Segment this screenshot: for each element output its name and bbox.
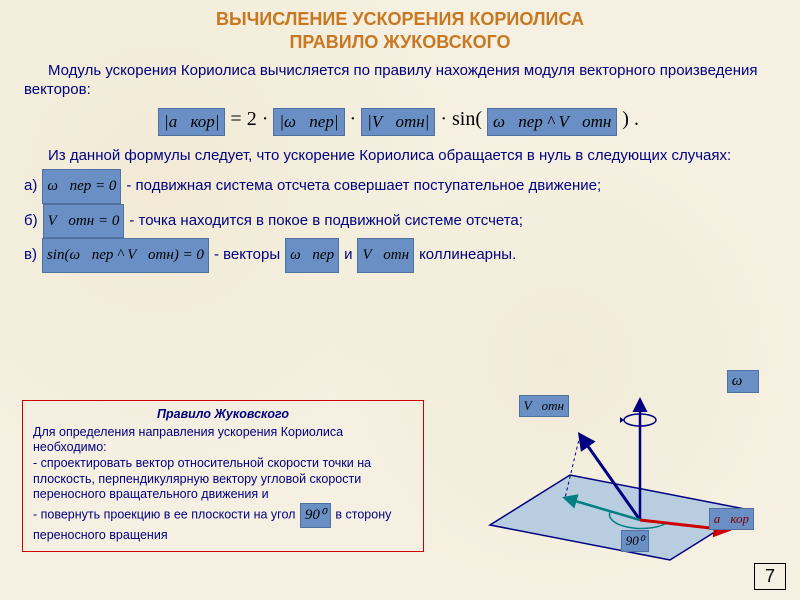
page-number: 7 (754, 563, 786, 590)
case-b-label: б) (24, 207, 38, 236)
case-a-formula: ω⃗пер = 0 (42, 169, 121, 204)
rule-title: Правило Жуковского (33, 407, 413, 423)
formula-arg: ω⃗пер ^ V⃗отн (487, 108, 617, 136)
a-kor-label-box: a⃗кор (709, 508, 754, 530)
omega-label-box: ω⃗ (727, 370, 759, 393)
case-a-label: а) (24, 172, 37, 201)
case-c-label: в) (24, 241, 37, 270)
title-line-2: ПРАВИЛО ЖУКОВСКОГО (289, 32, 510, 52)
formula-v: |V⃗отн| (361, 108, 435, 136)
main-formula: |a⃗кор| = 2 · |ω⃗пер| · |V⃗отн| · sin( ω… (0, 108, 800, 136)
case-c-text2: и (344, 241, 352, 270)
angle-label-box: 90⁰ (621, 530, 649, 552)
slide-title: ВЫЧИСЛЕНИЕ УСКОРЕНИЯ КОРИОЛИСА ПРАВИЛО Ж… (0, 0, 800, 55)
case-c-text1: - векторы (214, 241, 280, 270)
title-line-1: ВЫЧИСЛЕНИЕ УСКОРЕНИЯ КОРИОЛИСА (216, 9, 584, 29)
zhukovsky-rule-box: Правило Жуковского Для определения напра… (22, 400, 424, 552)
formula-lhs: |a⃗кор| (158, 108, 225, 136)
formula-dot2: · sin( (436, 108, 486, 136)
case-a-text: - подвижная система отсчета совершает по… (126, 172, 601, 201)
rule-line-2: - спроектировать вектор относительной ск… (33, 456, 413, 503)
formula-omega: |ω⃗пер| (273, 108, 344, 136)
v-otn-label-box: V⃗отн (519, 395, 569, 417)
case-c-v: V⃗отн (357, 238, 414, 273)
formula-dot1: · (346, 108, 361, 136)
vector-diagram (450, 390, 770, 580)
case-a: а) ω⃗пер = 0 - подвижная система отсчета… (24, 169, 776, 204)
case-c-text3: коллинеарны. (419, 241, 516, 270)
cases-block: а) ω⃗пер = 0 - подвижная система отсчета… (0, 165, 800, 273)
rule-line-3: - повернуть проекцию в ее плоскости на у… (33, 503, 413, 543)
rule-line-3a: - повернуть проекцию в ее плоскости на у… (33, 507, 299, 521)
formula-eq: = 2 · (226, 108, 272, 136)
follow-paragraph: Из данной формулы следует, что ускорение… (0, 140, 800, 166)
case-c: в) sin(ω⃗пер ^ V⃗отн) = 0 - векторы ω⃗пе… (24, 238, 776, 273)
rule-line-1: Для определения направления ускорения Ко… (33, 425, 413, 456)
case-c-formula: sin(ω⃗пер ^ V⃗отн) = 0 (42, 238, 209, 273)
case-b-text: - точка находится в покое в подвижной си… (129, 207, 523, 236)
formula-close: ) . (618, 108, 643, 136)
case-b-formula: V⃗отн = 0 (43, 204, 125, 239)
rule-angle: 90⁰ (300, 503, 331, 528)
case-b: б) V⃗отн = 0 - точка находится в покое в… (24, 204, 776, 239)
intro-paragraph: Модуль ускорения Кориолиса вычисляется п… (0, 55, 800, 100)
case-c-omega: ω⃗пер (285, 238, 339, 273)
